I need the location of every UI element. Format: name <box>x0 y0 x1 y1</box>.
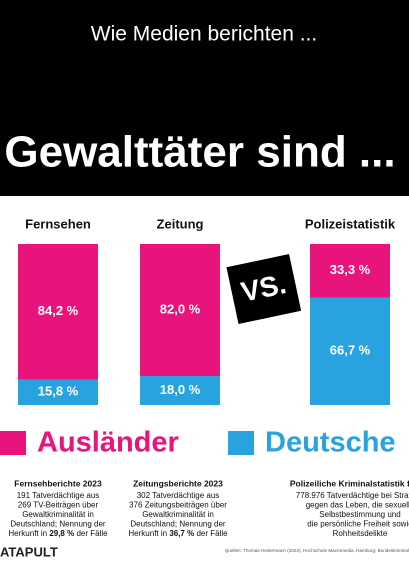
note-text: 376 Zeitungsbeiträgen über <box>129 501 227 510</box>
note-line: Herkunft in 29,8 % der Fälle <box>8 529 108 538</box>
value-label: 33,3 % <box>330 262 371 277</box>
bar-segment <box>18 244 98 380</box>
brand: ATAPULT <box>0 544 58 559</box>
subtitle: Wie Medien berichten ... <box>91 23 317 46</box>
note-line: 376 Zeitungsbeiträgen über <box>129 501 227 510</box>
category-label: Polizeistatistik <box>305 216 396 231</box>
note-line: Gewaltkriminalität in <box>22 510 94 519</box>
note-text: Deutschland; Nennung der <box>10 520 106 529</box>
note-text: Selbstbestimmung und <box>319 510 400 519</box>
bar-segment <box>140 244 220 377</box>
note-line: 778.976 Tatverdächtige bei Straftate <box>296 491 409 500</box>
bar-segment <box>310 297 390 405</box>
category-label: Fernsehen <box>25 216 91 231</box>
note-text: Gewaltkriminalität in <box>22 510 94 519</box>
note-text: 778.976 Tatverdächtige bei Straftate <box>296 491 409 500</box>
legend-swatch <box>228 431 254 455</box>
bar-segment <box>18 379 98 405</box>
note-line: die persönliche Freiheit sowie <box>307 520 409 529</box>
note-title: Zeitungsberichte 2023 <box>133 478 223 488</box>
legend-label: Ausländer <box>37 427 179 459</box>
value-label: 18,0 % <box>160 382 201 397</box>
value-label: 66,7 % <box>330 343 371 358</box>
note-line: Rohheitsdelikte <box>333 529 388 538</box>
note-text: Rohheitsdelikte <box>333 529 388 538</box>
note-text: 191 Tatverdächtige aus <box>17 491 100 500</box>
note-line: Deutschland; Nennung der <box>130 520 226 529</box>
note-text: Herkunft in <box>128 529 169 538</box>
header-band <box>0 0 409 196</box>
note-line: gegen das Leben, die sexuelle <box>306 501 409 510</box>
note-title: Fernsehberichte 2023 <box>14 478 102 488</box>
note-text: 302 Tatverdächtige aus <box>137 491 220 500</box>
note-text: gegen das Leben, die sexuelle <box>306 501 409 510</box>
note-text: Deutschland; Nennung der <box>130 520 226 529</box>
note-line: 302 Tatverdächtige aus <box>137 491 220 500</box>
note-text: der Fälle <box>74 529 108 538</box>
note-line: Gewaltkriminalität in <box>142 510 214 519</box>
vs-box <box>226 254 302 325</box>
note-line: Deutschland; Nennung der <box>10 520 106 529</box>
source: Quellen: Thomas Hestermann (2023), Hochs… <box>225 548 409 553</box>
bar-segment <box>310 244 390 298</box>
note-line: 191 Tatverdächtige aus <box>17 491 100 500</box>
note-line: Selbstbestimmung und <box>319 510 400 519</box>
chart-title: Gewalttäter sind ... <box>4 128 395 177</box>
note-text: 29,8 % <box>49 529 74 538</box>
note-text: die persönliche Freiheit sowie <box>307 520 409 529</box>
category-label: Zeitung <box>157 216 204 231</box>
note-text: Gewaltkriminalität in <box>142 510 214 519</box>
note-text: der Fälle <box>194 529 228 538</box>
value-label: 84,2 % <box>38 303 79 318</box>
bar-segment <box>140 376 220 405</box>
legend-swatch <box>0 431 26 455</box>
note-text: Herkunft in <box>8 529 49 538</box>
note-text: 36,7 % <box>169 529 194 538</box>
value-label: 82,0 % <box>160 301 201 316</box>
note-line: 269 TV-Beiträgen über <box>18 501 99 510</box>
note-text: 269 TV-Beiträgen über <box>18 501 99 510</box>
note-title: Polizeiliche Kriminalstatistik für 20 <box>290 478 409 488</box>
legend-label: Deutsche <box>265 427 396 459</box>
note-line: Herkunft in 36,7 % der Fälle <box>128 529 228 538</box>
value-label: 15,8 % <box>38 384 79 399</box>
